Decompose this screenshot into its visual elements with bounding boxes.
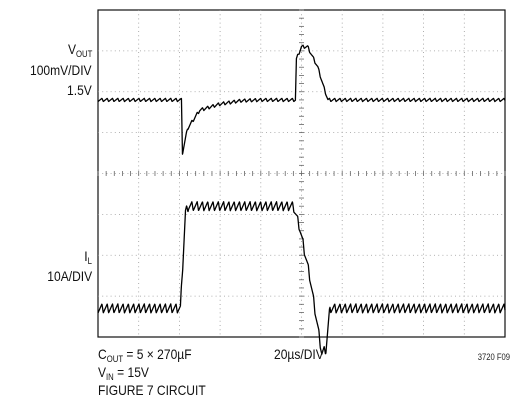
- figure-id: 3720 F09: [477, 352, 510, 362]
- timebase-label: 20µs/DIV: [274, 346, 324, 362]
- vout-reference-label: 1.5V: [67, 82, 92, 98]
- vin-note-main: V: [98, 364, 107, 380]
- cout-note-main: C: [98, 346, 107, 362]
- il-label-sub: L: [87, 256, 92, 266]
- plot-grid: [98, 10, 505, 337]
- il-label: IL: [84, 248, 92, 269]
- vin-note-sub: IN: [106, 372, 114, 382]
- vout-label-sub: OUT: [75, 49, 92, 59]
- vout-trace: [97, 44, 506, 155]
- plot-center-ticks: [97, 9, 506, 338]
- cout-note-rest: = 5 × 270µF: [123, 346, 192, 362]
- figure-note: FIGURE 7 CIRCUIT: [98, 382, 206, 398]
- il-trace: [97, 201, 506, 355]
- vout-label-main: V: [67, 41, 76, 57]
- vin-note: VIN = 15V: [98, 364, 149, 385]
- cout-note: COUT = 5 × 270µF: [98, 346, 192, 367]
- il-scale-label: 10A/DIV: [47, 268, 92, 284]
- vout-label: VOUT: [68, 41, 92, 62]
- cout-note-sub: OUT: [106, 354, 124, 364]
- vin-note-rest: = 15V: [113, 364, 149, 380]
- vout-scale-label: 100mV/DIV: [30, 62, 92, 78]
- il-label-main: I: [84, 248, 88, 264]
